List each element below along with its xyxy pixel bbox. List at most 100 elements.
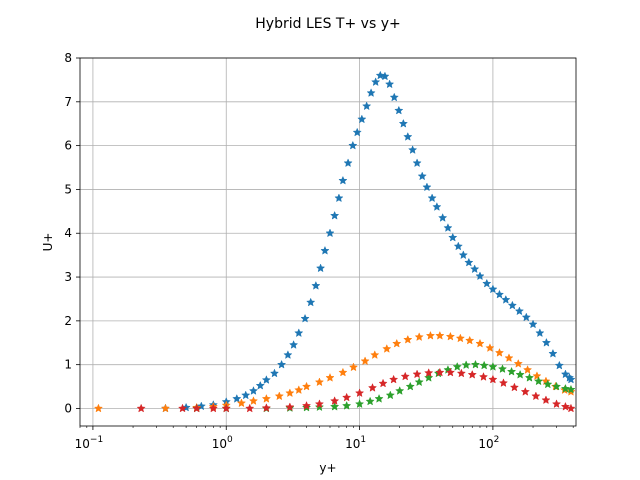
x-axis-label: y+: [319, 461, 336, 475]
data-point: [208, 403, 218, 413]
data-point: [315, 263, 326, 273]
data-point: [551, 399, 562, 409]
data-point: [294, 328, 304, 338]
series-layer: [93, 70, 576, 413]
data-point: [385, 390, 395, 400]
y-tick-label: 3: [64, 270, 72, 284]
data-point: [343, 158, 353, 168]
data-point: [330, 401, 340, 411]
data-point: [93, 403, 104, 413]
data-point: [248, 386, 259, 395]
y-tick-label: 7: [64, 95, 72, 109]
data-point: [269, 368, 280, 378]
data-point: [314, 399, 325, 409]
data-point: [566, 384, 576, 394]
y-tick-label: 6: [64, 139, 72, 153]
data-point: [522, 365, 533, 374]
data-point: [498, 378, 509, 387]
data-point: [177, 403, 188, 413]
data-point: [301, 400, 312, 410]
data-point: [338, 367, 348, 377]
data-point: [445, 367, 456, 377]
data-point: [478, 372, 489, 381]
data-point: [362, 101, 372, 111]
data-point: [465, 335, 475, 345]
data-point: [357, 114, 367, 124]
data-point: [395, 386, 405, 395]
data-point: [535, 328, 545, 338]
data-point: [533, 376, 544, 386]
data-point: [192, 403, 202, 413]
data-point: [365, 396, 375, 406]
data-point: [528, 319, 538, 329]
data-point: [467, 369, 477, 379]
data-point: [412, 158, 422, 168]
data-point: [482, 278, 492, 288]
data-point: [342, 401, 352, 410]
data-point: [514, 306, 524, 316]
data-point: [524, 372, 535, 382]
y-tick-label: 0: [64, 401, 72, 415]
data-point: [464, 257, 474, 267]
data-point: [485, 343, 495, 352]
data-point: [566, 403, 576, 413]
data-point: [425, 330, 436, 340]
data-point: [424, 368, 434, 377]
data-point: [261, 403, 272, 412]
data-point: [488, 284, 498, 294]
data-point: [283, 350, 293, 359]
data-point: [354, 399, 365, 409]
data-point: [551, 381, 562, 391]
data-point: [566, 374, 576, 384]
data-point: [470, 359, 481, 369]
data-point: [494, 347, 505, 357]
data-point: [403, 334, 413, 344]
data-point: [554, 360, 564, 370]
data-point: [479, 360, 489, 370]
data-point: [414, 377, 424, 387]
data-point: [394, 105, 404, 115]
data-point: [422, 182, 432, 192]
plot-area: [79, 57, 577, 427]
data-point: [560, 383, 571, 393]
data-point: [285, 402, 295, 412]
data-point: [371, 77, 381, 87]
data-point: [334, 193, 344, 203]
data-point: [288, 340, 299, 349]
data-point: [392, 338, 402, 348]
data-point: [453, 241, 463, 251]
data-point: [417, 171, 427, 181]
data-point: [515, 369, 525, 379]
data-point: [301, 381, 312, 391]
data-point: [494, 289, 505, 299]
data-point: [241, 390, 251, 400]
data-point: [348, 362, 359, 372]
data-point: [255, 380, 265, 390]
data-point: [389, 92, 399, 102]
data-point: [507, 300, 517, 310]
data-point: [521, 312, 531, 322]
data-point: [470, 264, 480, 274]
data-point: [414, 332, 424, 341]
data-point: [408, 145, 418, 154]
data-point: [443, 223, 453, 232]
data-point: [405, 381, 415, 391]
series-1: [160, 70, 576, 413]
data-point: [320, 245, 330, 255]
data-point: [354, 388, 365, 398]
chart-title: Hybrid LES T+ vs y+: [255, 16, 400, 32]
y-axis-label: U+: [41, 233, 55, 252]
data-point: [285, 388, 295, 398]
data-point: [452, 362, 462, 371]
data-point: [248, 396, 259, 405]
data-point: [520, 386, 530, 396]
data-point: [427, 193, 437, 203]
data-point: [403, 132, 413, 141]
data-point: [435, 367, 445, 377]
series-2: [93, 330, 576, 413]
data-point: [236, 398, 247, 408]
data-point: [306, 297, 316, 307]
series-4: [136, 367, 576, 413]
y-tick-label: 1: [64, 358, 72, 372]
